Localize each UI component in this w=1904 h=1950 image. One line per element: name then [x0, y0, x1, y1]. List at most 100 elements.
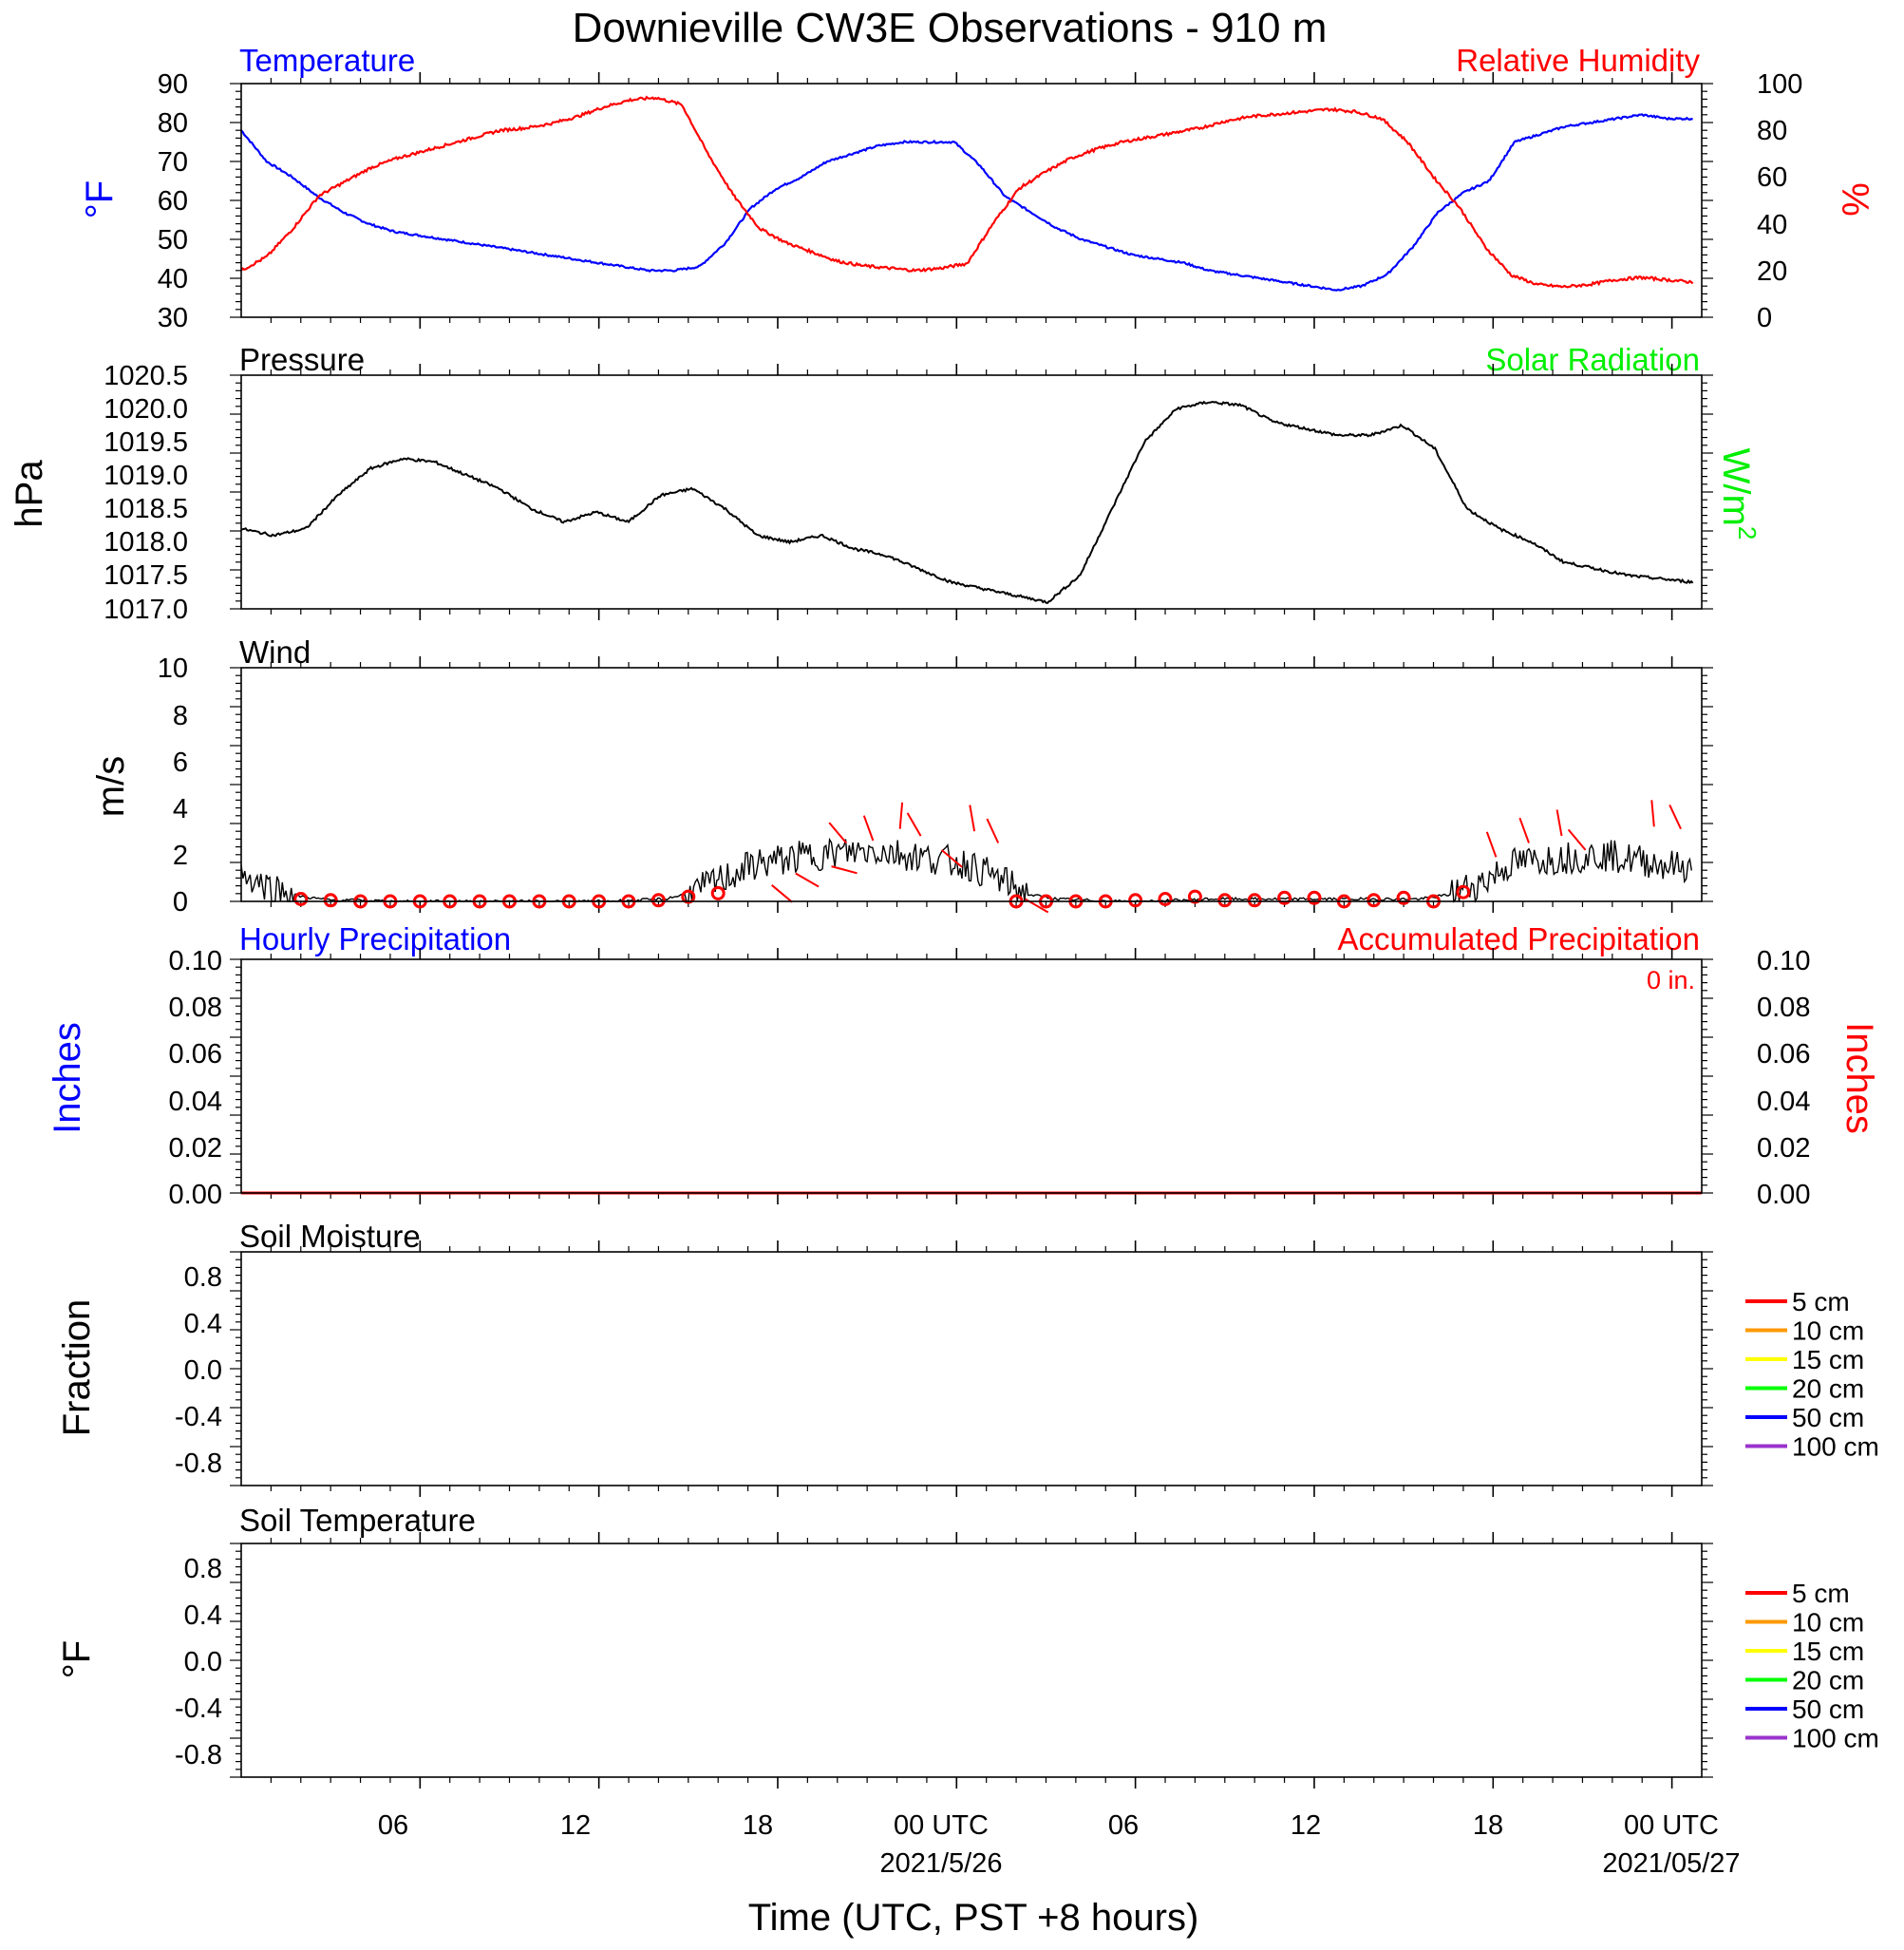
wind-direction-barb — [986, 818, 1000, 843]
legend-label: 10 cm — [1792, 1316, 1864, 1346]
soilm-tick-neg-0-4: -0.4 — [175, 1402, 222, 1432]
rh-tick-40: 40 — [1757, 210, 1787, 240]
precip-left-tick-0-10: 0.10 — [169, 946, 222, 976]
precip-right-tick-0-04: 0.04 — [1757, 1087, 1810, 1117]
soilm-tick-0-0: 0.0 — [184, 1355, 222, 1386]
wind-direction-barb — [898, 802, 904, 829]
precip-right-tick-0-06: 0.06 — [1757, 1039, 1810, 1070]
x-tick-12-day1: 12 — [560, 1810, 591, 1841]
x-date-label-day3: 2021/05/27 — [1602, 1848, 1740, 1879]
accum-precip-title: Accumulated Precipitation — [1337, 921, 1700, 956]
soilt-tick-0-0: 0.0 — [184, 1647, 222, 1677]
soil-temperature-tick-labels: 0.8 0.4 0.0 -0.4 -0.8 — [175, 1554, 222, 1770]
hourly-wind-marker — [650, 893, 666, 908]
soil-moisture-panel: Soil Moisture Fraction 0.8 0.4 0.0 -0.4 … — [56, 1219, 1879, 1497]
legend-label: 50 cm — [1792, 1694, 1864, 1724]
precip-right-tick-0-00: 0.00 — [1757, 1180, 1810, 1210]
legend-label: 20 cm — [1792, 1374, 1864, 1404]
wind-speed-line — [240, 837, 1692, 903]
hourly-wind-marker — [710, 885, 726, 900]
humidity-axis-label: % — [1834, 182, 1876, 217]
wind-axis-label: m/s — [90, 756, 132, 817]
wind-direction-barb — [795, 872, 820, 888]
temp-tick-80: 80 — [158, 108, 188, 139]
pressure-y-tick-labels: 1020.5 1020.0 1019.5 1019.0 1018.5 1018.… — [104, 361, 188, 625]
hourly-wind-marker — [1247, 893, 1262, 908]
precip-right-tick-0-02: 0.02 — [1757, 1133, 1810, 1164]
temperature-panel-title: Temperature — [239, 43, 415, 78]
soilt-tick-0-8: 0.8 — [184, 1554, 222, 1584]
legend-label: 50 cm — [1792, 1403, 1864, 1432]
temp-tick-40: 40 — [158, 264, 188, 294]
pres-tick-1018-5: 1018.5 — [104, 494, 188, 524]
hourly-wind-marker — [1456, 884, 1471, 899]
soilm-tick-neg-0-8: -0.8 — [175, 1448, 222, 1479]
wind-tick-0: 0 — [173, 887, 188, 918]
wind-direction-barb — [1555, 809, 1563, 837]
temp-tick-50: 50 — [158, 225, 188, 256]
soil-moisture-panel-frame — [240, 1251, 1703, 1486]
wind-direction-barb — [1668, 804, 1682, 830]
temp-tick-90: 90 — [158, 69, 188, 100]
hourly-wind-marker — [1187, 889, 1202, 904]
hourly-wind-marker — [1396, 890, 1411, 905]
hourly-wind-marker — [1217, 893, 1233, 908]
humidity-line — [240, 95, 1694, 289]
rh-tick-20: 20 — [1757, 256, 1787, 287]
wind-direction-barb — [1518, 817, 1530, 843]
wind-direction-barb — [940, 849, 963, 868]
wind-direction-barb — [831, 865, 858, 875]
soil-temperature-axis-ticks — [230, 1532, 1713, 1789]
solar-panel-title: Solar Radiation — [1485, 342, 1700, 377]
temperature-y-tick-labels: 90 80 70 60 50 40 30 — [158, 69, 188, 333]
precip-left-tick-0-04: 0.04 — [169, 1087, 222, 1117]
wind-panel: Wind m/s 10 8 6 4 2 0 — [90, 634, 1713, 918]
pressure-panel: Pressure Solar Radiation hPa W/m2 1020.5… — [9, 342, 1762, 625]
hourly-wind-marker — [1277, 890, 1292, 905]
legend-label: 5 cm — [1792, 1579, 1850, 1608]
precip-left-tick-0-06: 0.06 — [169, 1039, 222, 1070]
soilm-tick-0-4: 0.4 — [184, 1309, 222, 1339]
x-tick-12-day2: 12 — [1291, 1810, 1321, 1841]
soilt-tick-neg-0-4: -0.4 — [175, 1694, 222, 1724]
temperature-axis-label: °F — [79, 180, 121, 218]
legend-label: 100 cm — [1792, 1724, 1879, 1753]
wind-direction-barb — [906, 812, 922, 837]
soil-temperature-panel: Soil Temperature °F 0.8 0.4 0.0 -0.4 -0.… — [56, 1503, 1879, 1789]
rh-tick-60: 60 — [1757, 162, 1787, 193]
wind-tick-10: 10 — [158, 653, 188, 684]
legend-label: 15 cm — [1792, 1345, 1864, 1374]
x-axis-tick-labels: 06 12 18 00 UTC 06 12 18 00 UTC 2021/5/2… — [378, 1810, 1741, 1879]
wind-direction-barb — [1650, 800, 1655, 827]
precip-right-tick-0-10: 0.10 — [1757, 946, 1810, 976]
x-axis-title: Time (UTC, PST +8 hours) — [748, 1897, 1199, 1939]
temp-tick-70: 70 — [158, 147, 188, 178]
precip-axis-ticks — [230, 948, 1713, 1204]
figure-title: Downieville CW3E Observations - 910 m — [573, 5, 1328, 51]
pres-tick-1017-0: 1017.0 — [104, 595, 188, 625]
legend-label: 10 cm — [1792, 1608, 1864, 1638]
temperature-panel-frame — [240, 83, 1703, 318]
soil-moisture-tick-labels: 0.8 0.4 0.0 -0.4 -0.8 — [175, 1262, 222, 1479]
soil-moisture-title: Soil Moisture — [239, 1219, 421, 1254]
legend-label: 5 cm — [1792, 1287, 1850, 1316]
hourly-wind-marker — [1128, 893, 1143, 908]
x-tick-06-day1: 06 — [378, 1810, 408, 1841]
temperature-axis-ticks — [230, 72, 1713, 329]
pres-tick-1019-0: 1019.0 — [104, 461, 188, 491]
pres-tick-1018-0: 1018.0 — [104, 527, 188, 558]
wind-series — [240, 800, 1692, 914]
pres-tick-1019-5: 1019.5 — [104, 427, 188, 458]
soilt-tick-neg-0-8: -0.8 — [175, 1740, 222, 1770]
hourly-wind-marker — [293, 892, 309, 906]
humidity-panel-title: Relative Humidity — [1456, 43, 1700, 78]
hourly-precip-title: Hourly Precipitation — [239, 921, 511, 956]
hourly-precip-axis-label: Inches — [47, 1022, 88, 1134]
soilt-tick-0-4: 0.4 — [184, 1600, 222, 1631]
wind-direction-barb — [1567, 828, 1587, 851]
hourly-wind-marker — [1367, 893, 1382, 908]
wind-direction-barb — [771, 884, 793, 903]
